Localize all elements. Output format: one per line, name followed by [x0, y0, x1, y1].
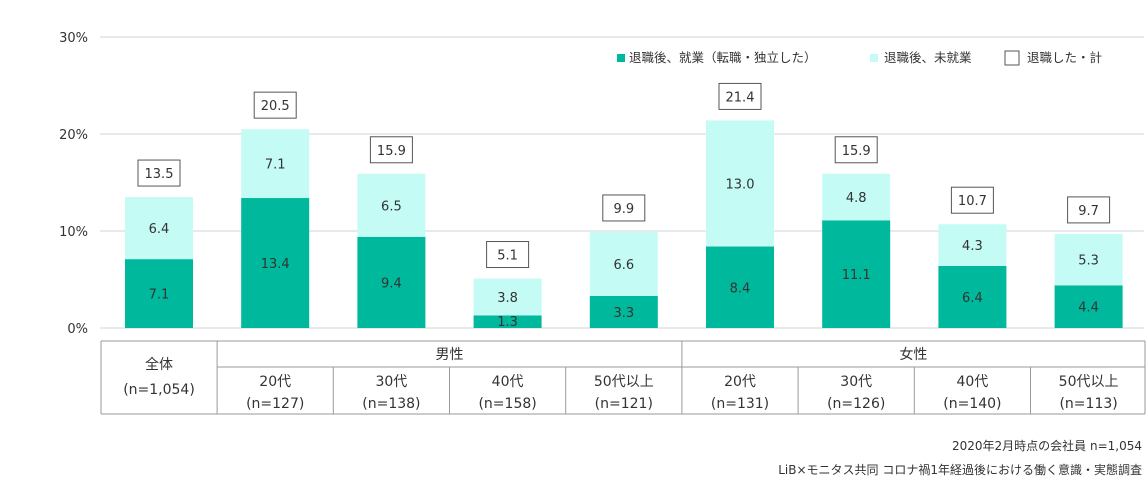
total-label: 13.5: [145, 167, 174, 182]
bar-employed: [706, 246, 774, 328]
bar-unemployed-label: 7.1: [265, 158, 286, 173]
bar-unemployed: [1054, 233, 1123, 286]
total-box: [602, 194, 646, 222]
total-label: 20.5: [261, 99, 290, 114]
legend-label-total: 退職した・計: [1027, 50, 1102, 65]
total-label: 9.9: [613, 202, 634, 217]
stacked-bar-chart: 0% 10% 20% 30% 7.1 6.4 13.5 13.4 7.1 20.5 9.4 6.5 15…: [59, 31, 1146, 415]
table-age-label: 40代: [492, 374, 524, 390]
table-age-label: 20代: [724, 374, 756, 390]
table-n-label: (n=138): [362, 396, 420, 412]
legend-label-unemployed: 退職後、未就業: [884, 50, 972, 65]
bar-unemployed: [241, 129, 310, 199]
legend-swatch-employed: [617, 54, 625, 62]
bar-unemployed-label: 6.5: [381, 199, 402, 214]
bar-unemployed-label: 4.3: [962, 239, 983, 254]
total-label: 9.7: [1078, 204, 1099, 219]
table-n-label: (n=131): [711, 396, 769, 412]
total-label: 15.9: [377, 144, 406, 159]
y-tick-label: 30%: [59, 31, 88, 46]
table-group-label: 男性: [436, 347, 464, 363]
bar-employed-label: 6.4: [962, 291, 983, 306]
table-age-label: 20代: [259, 374, 291, 390]
table-overall-label: 全体: [145, 356, 173, 373]
bar-employed-label: 4.4: [1078, 301, 1099, 316]
bar-unemployed: [357, 173, 426, 237]
bar-employed-label: 11.1: [842, 268, 871, 283]
bar-unemployed-label: 3.8: [497, 291, 518, 306]
bar-employed: [241, 198, 310, 328]
y-tick-label: 10%: [59, 225, 88, 240]
table-age-label: 40代: [956, 374, 988, 390]
total-box: [1067, 196, 1111, 224]
bar-unemployed-label: 13.0: [726, 177, 755, 192]
bar-unemployed-label: 5.3: [1078, 254, 1099, 269]
total-box: [718, 82, 762, 110]
table-group-label: 女性: [899, 346, 927, 363]
total-box: [253, 91, 297, 119]
bar-employed: [357, 236, 426, 328]
bar-employed: [1054, 285, 1123, 328]
table-age-label: 50代以上: [1059, 374, 1119, 390]
bar-unemployed: [938, 224, 1007, 266]
table-n-label: (n=121): [595, 396, 653, 412]
total-label: 5.1: [497, 249, 518, 264]
bar-employed-label: 7.1: [149, 288, 170, 303]
total-label: 10.7: [958, 194, 987, 209]
table-age-label: 30代: [840, 374, 872, 390]
bar-employed-label: 9.4: [381, 276, 402, 291]
bar-employed-label: 3.3: [613, 306, 634, 321]
table-n-label: (n=127): [246, 396, 304, 412]
table-overall-n: (n=1,054): [123, 382, 195, 398]
y-tick-label: 20%: [59, 128, 88, 143]
bar-unemployed: [822, 173, 891, 221]
source-note-survey: LiB×モニタス共同 コロナ禍1年経過後における働く意識・実態調査: [778, 463, 1142, 477]
table-age-label: 30代: [375, 374, 407, 390]
table-n-label: (n=140): [943, 396, 1001, 412]
bar-employed-label: 8.4: [730, 281, 751, 296]
legend-swatch-total: [1004, 50, 1020, 66]
bar-unemployed-label: 6.4: [149, 222, 170, 237]
bar-employed: [938, 265, 1007, 328]
bar-employed: [822, 220, 891, 328]
table-n-label: (n=113): [1059, 396, 1117, 412]
bar-employed-label: 13.4: [261, 257, 290, 272]
total-label: 15.9: [842, 144, 871, 159]
bar-employed: [473, 315, 542, 328]
total-box: [486, 241, 530, 269]
bar-employed: [589, 295, 658, 328]
bar-unemployed: [589, 231, 658, 296]
bar-employed-label: 1.3: [497, 315, 518, 330]
bar-unemployed: [125, 197, 193, 260]
bar-unemployed: [706, 120, 774, 247]
bar-unemployed: [473, 278, 542, 316]
legend-label-employed: 退職後、就業（転職・独立した）: [629, 50, 817, 65]
bar-unemployed-label: 4.8: [846, 191, 867, 206]
y-tick-label: 0%: [67, 322, 88, 337]
table-n-label: (n=158): [478, 396, 536, 412]
total-box: [834, 136, 878, 164]
total-box: [369, 136, 413, 164]
bar-employed: [125, 259, 193, 328]
legend-swatch-unemployed: [870, 54, 878, 62]
total-label: 21.4: [726, 90, 755, 105]
table-n-label: (n=126): [827, 396, 885, 412]
table-age-label: 50代以上: [594, 374, 654, 390]
total-box: [137, 159, 181, 187]
total-box: [950, 186, 994, 214]
source-note-sample: 2020年2月時点の会社員 n=1,054: [951, 439, 1142, 453]
bar-unemployed-label: 6.6: [613, 258, 634, 273]
